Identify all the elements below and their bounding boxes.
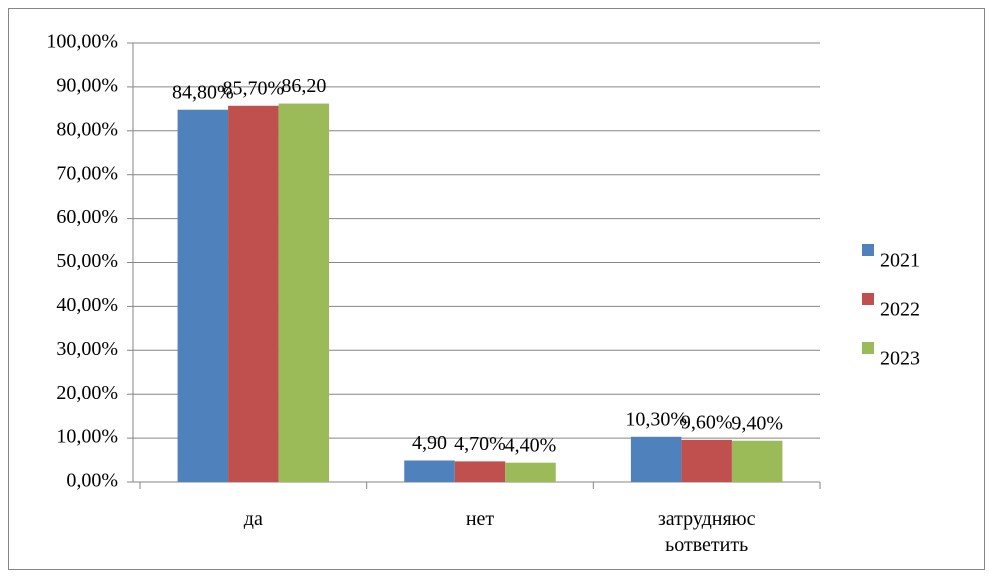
y-tick-label: 60,00% xyxy=(56,206,118,228)
bar xyxy=(454,461,506,482)
legend-label: 2021 xyxy=(880,250,920,272)
data-label: 9,60% xyxy=(681,411,733,433)
y-tick-label: 20,00% xyxy=(56,382,118,404)
data-label: 86,20 xyxy=(281,75,326,97)
bar xyxy=(404,460,455,482)
bar xyxy=(731,440,783,482)
data-label: 4,90 xyxy=(412,432,447,454)
bar xyxy=(630,436,682,482)
data-label: 4,70% xyxy=(454,433,506,455)
data-label: 10,30% xyxy=(625,408,687,430)
bar xyxy=(278,103,330,482)
data-label: 9,40% xyxy=(731,412,783,434)
y-tick-label: 10,00% xyxy=(56,426,118,448)
x-tick-label: затрудняюс ьответить xyxy=(657,508,756,556)
legend-label: 2023 xyxy=(880,348,920,370)
x-tick-label: нет xyxy=(465,508,495,530)
chart-border xyxy=(8,8,985,570)
y-tick-label: 80,00% xyxy=(56,118,118,140)
y-tick-label: 0,00% xyxy=(66,470,118,492)
bar xyxy=(681,439,732,482)
y-tick-label: 70,00% xyxy=(56,162,118,184)
legend-swatch xyxy=(862,293,874,305)
y-tick-label: 40,00% xyxy=(56,294,118,316)
bar xyxy=(228,105,279,482)
x-tick-label: да xyxy=(243,508,263,530)
y-tick-label: 50,00% xyxy=(56,250,118,272)
legend-label: 2022 xyxy=(880,299,920,321)
legend-swatch xyxy=(862,342,874,354)
bar xyxy=(505,462,556,482)
data-label: 4,40% xyxy=(505,434,557,456)
y-tick-label: 30,00% xyxy=(56,338,118,360)
y-tick-label: 90,00% xyxy=(56,74,118,96)
data-label: 85,70% xyxy=(222,77,284,99)
data-label: 84,80% xyxy=(172,81,234,103)
y-tick-label: 100,00% xyxy=(46,31,118,53)
bar xyxy=(177,109,229,482)
legend-swatch xyxy=(862,244,874,256)
